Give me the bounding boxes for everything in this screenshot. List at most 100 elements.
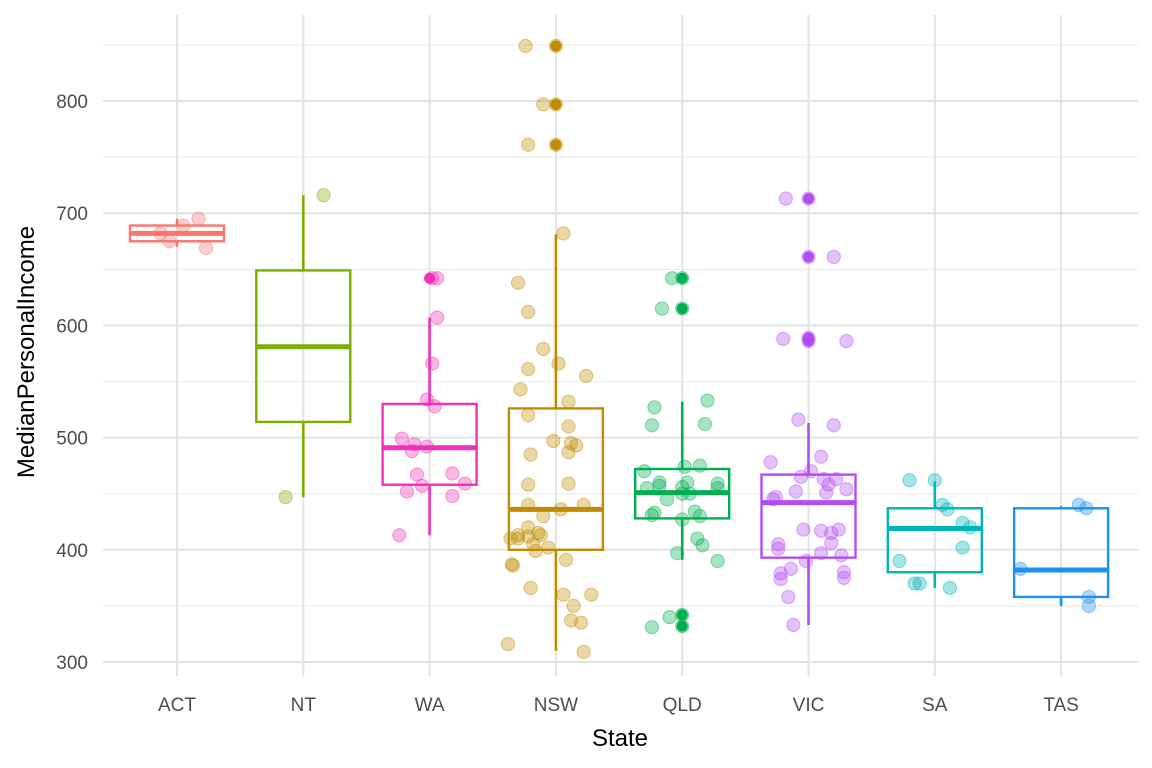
outlier-point	[676, 620, 688, 632]
jitter-point	[826, 418, 841, 433]
box-act	[128, 218, 226, 247]
jitter-point	[824, 525, 839, 541]
jitter-point	[521, 529, 536, 544]
jitter-point	[955, 515, 970, 530]
outlier-point	[550, 40, 562, 52]
box-iqr	[760, 473, 857, 559]
x-tick-label: SA	[922, 695, 948, 716]
jitter-point	[907, 576, 922, 591]
jitter-point	[801, 330, 816, 345]
jitter-point	[510, 531, 526, 546]
y-tick-label: 700	[56, 204, 88, 225]
jitter-point	[798, 553, 814, 569]
box-nsw	[507, 40, 605, 651]
box-vic	[760, 193, 857, 625]
x-tick-label: NT	[291, 695, 317, 716]
jitter-point	[814, 449, 829, 464]
jitter-point	[773, 566, 788, 581]
jitter-point	[574, 615, 589, 630]
jitter-point	[839, 334, 854, 349]
jitter-point	[521, 304, 536, 320]
jitter-point	[425, 271, 440, 286]
box-tas	[1012, 506, 1110, 606]
jitter-point	[1081, 589, 1096, 605]
jitter-point	[940, 502, 955, 517]
box-sa	[886, 481, 983, 588]
box-iqr	[381, 402, 478, 486]
jitter-point	[521, 362, 536, 377]
jitter-point	[763, 455, 778, 470]
jitter-point	[781, 589, 796, 605]
y-tick-label: 400	[56, 541, 88, 562]
jitter-point	[503, 531, 518, 546]
jitter-point	[558, 552, 574, 567]
jitter-point	[700, 393, 715, 408]
jitter-point	[839, 482, 854, 497]
x-tick-label: VIC	[793, 695, 825, 716]
jitter-point	[783, 561, 798, 576]
jitter-point	[935, 497, 950, 513]
jitter-point	[500, 636, 516, 652]
outlier-point	[676, 272, 688, 284]
y-tick-label: 600	[56, 316, 88, 337]
box-layer	[128, 40, 1110, 651]
box-iqr	[886, 507, 983, 574]
jitter-point	[644, 620, 659, 635]
jitter-point	[955, 540, 970, 555]
jitter-point	[510, 275, 526, 290]
jitter-point	[457, 476, 473, 491]
box-nt	[255, 195, 352, 498]
outlier-point	[803, 251, 814, 263]
jitter-point	[788, 484, 803, 499]
jitter-point	[518, 38, 533, 54]
jitter-point	[675, 512, 690, 527]
jitter-point	[836, 570, 851, 585]
point-layer	[153, 38, 1096, 660]
jitter-point	[191, 211, 206, 226]
jitter-point	[548, 38, 564, 54]
y-tick-label: 800	[56, 92, 88, 113]
jitter-point	[504, 557, 519, 572]
jitter-point	[644, 507, 659, 523]
jitter-point	[561, 394, 576, 409]
jitter-point	[561, 445, 576, 460]
jitter-point	[644, 418, 659, 433]
jitter-point	[541, 540, 556, 555]
x-tick-label: QLD	[663, 695, 702, 716]
jitter-point	[576, 497, 591, 513]
jitter-point	[425, 356, 440, 371]
jitter-point	[768, 489, 783, 505]
jitter-point	[556, 587, 571, 602]
jitter-point	[695, 538, 710, 553]
jitter-point	[521, 520, 536, 535]
jitter-point	[563, 613, 579, 628]
jitter-point	[579, 368, 594, 383]
jitter-point	[771, 537, 786, 552]
jitter-point	[639, 480, 654, 496]
x-tick-labels: ACT NT WA NSW QLD VIC SA TAS	[158, 695, 1079, 716]
x-tick-label: NSW	[534, 695, 578, 716]
outlier-point	[676, 609, 688, 621]
x-tick-label: WA	[415, 695, 445, 716]
jitter-point	[528, 543, 543, 559]
jitter-point	[536, 509, 551, 524]
jitter-point	[584, 587, 599, 602]
jitter-point	[198, 240, 214, 256]
jitter-point	[892, 553, 907, 569]
jitter-point	[548, 137, 564, 152]
jitter-point	[445, 488, 460, 504]
jitter-point	[773, 571, 788, 587]
jitter-point	[710, 476, 725, 491]
jitter-point	[690, 531, 705, 546]
outlier-point	[803, 335, 814, 347]
jitter-point	[523, 580, 538, 596]
jitter-point	[675, 271, 690, 286]
x-tick-label: ACT	[158, 695, 196, 716]
jitter-point	[803, 464, 819, 479]
jitter-point	[801, 191, 816, 206]
jitter-point	[687, 504, 702, 519]
jitter-point	[548, 97, 564, 112]
box-qld	[634, 272, 731, 632]
jitter-point	[662, 610, 677, 625]
jitter-point	[647, 400, 662, 415]
